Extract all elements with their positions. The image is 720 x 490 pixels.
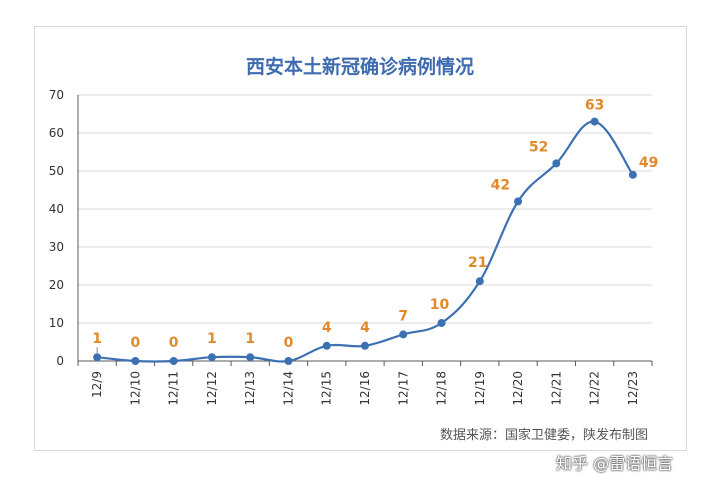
data-label: 52: [529, 139, 548, 155]
y-tick-label: 10: [49, 316, 64, 330]
data-point: [284, 357, 293, 365]
y-tick-label: 0: [56, 354, 64, 368]
data-label: 7: [398, 308, 408, 324]
data-point: [246, 353, 255, 362]
source-note: 数据来源：国家卫健委，陕发布制图: [440, 428, 649, 443]
y-tick-label: 70: [49, 88, 64, 102]
y-tick-label: 50: [49, 164, 64, 178]
y-tick-label: 40: [49, 202, 64, 216]
x-tick-label: 12/19: [473, 371, 487, 406]
data-point: [552, 159, 561, 168]
chart-frame: [34, 26, 687, 451]
data-point: [93, 353, 102, 362]
chart-title: 西安本土新冠确诊病例情况: [245, 56, 474, 78]
series-line: [97, 120, 634, 363]
series-path: [97, 120, 634, 363]
data-label: 0: [169, 335, 179, 351]
data-label: 42: [491, 177, 510, 193]
data-point: [322, 341, 331, 350]
x-tick-label: 12/17: [396, 371, 410, 406]
data-label: 49: [639, 155, 658, 171]
data-point: [399, 330, 408, 339]
y-tick-label: 20: [49, 278, 64, 292]
x-tick-label: 12/10: [128, 371, 142, 406]
x-tick-label: 12/18: [435, 371, 449, 406]
x-tick-label: 12/21: [549, 371, 563, 406]
x-tick-label: 12/20: [511, 371, 525, 406]
data-points: [93, 117, 637, 365]
y-tick-label: 60: [49, 126, 64, 140]
data-label: 0: [284, 335, 294, 351]
x-tick-label: 12/11: [167, 371, 181, 406]
x-tick-label: 12/12: [205, 371, 219, 406]
x-tick-label: 12/15: [320, 371, 334, 406]
data-point: [590, 117, 599, 126]
x-tick-label: 12/23: [626, 371, 640, 406]
data-label: 63: [585, 98, 604, 114]
data-point: [169, 357, 178, 365]
data-point: [131, 357, 140, 365]
y-tick-label: 30: [49, 240, 64, 254]
data-point: [628, 170, 637, 179]
x-tick-label: 12/16: [358, 371, 372, 406]
gridlines: [78, 94, 652, 324]
data-point: [475, 277, 484, 286]
data-point: [437, 319, 446, 327]
data-label: 1: [92, 331, 102, 347]
x-tick-label: 12/9: [90, 371, 104, 398]
data-label: 1: [207, 331, 217, 347]
data-point: [207, 353, 216, 362]
data-label: 10: [430, 297, 450, 313]
data-point: [361, 341, 369, 350]
data-label: 4: [360, 320, 370, 336]
data-label: 1: [245, 331, 255, 347]
data-label: 0: [131, 335, 141, 351]
data-point: [514, 197, 523, 206]
data-label: 21: [468, 255, 487, 271]
x-tick-label: 12/14: [281, 371, 295, 406]
data-label: 4: [322, 320, 332, 336]
x-tick-label: 12/22: [588, 371, 602, 406]
x-tick-label: 12/13: [243, 371, 257, 406]
watermark: 知乎 @雷语恒言: [556, 454, 674, 473]
